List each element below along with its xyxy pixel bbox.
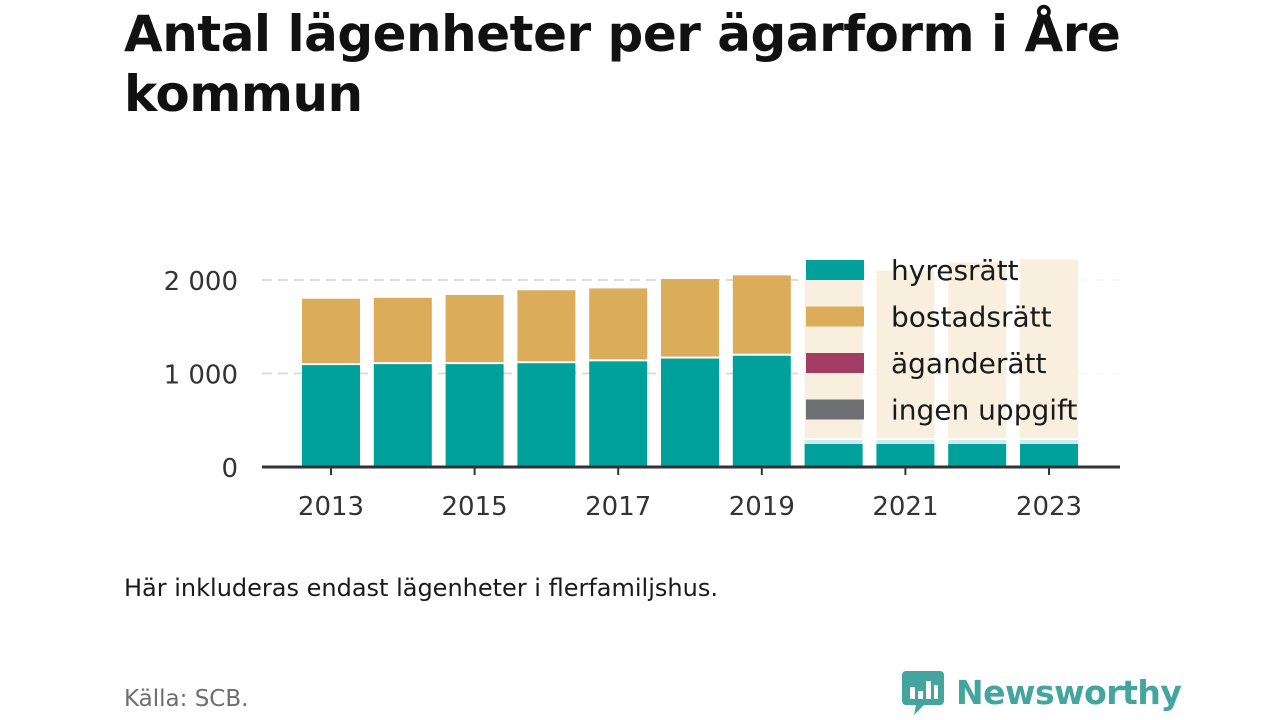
legend-swatch xyxy=(806,353,864,373)
x-tick-label: 2013 xyxy=(298,492,364,522)
bar-segment xyxy=(948,439,1007,467)
legend-swatch xyxy=(806,260,864,280)
x-tick-label: 2021 xyxy=(872,492,938,522)
stacked-bar-chart: 0 1 000 2 000 2013 2015 2017 2019 2021 2023 hyre… xyxy=(164,254,1120,522)
bar-segment xyxy=(445,294,504,363)
bar-segment xyxy=(661,279,719,357)
bar-segment xyxy=(373,297,432,363)
y-tick-label: 0 xyxy=(221,454,238,484)
x-tick-label: 2015 xyxy=(442,492,508,522)
bar-segment xyxy=(1020,439,1078,467)
bar-segment xyxy=(517,363,576,467)
legend-label: hyresrätt xyxy=(891,254,1019,287)
y-tick-label: 1 000 xyxy=(164,361,238,391)
source-text: Källa: SCB. xyxy=(124,686,249,712)
legend-swatch xyxy=(806,399,864,420)
brand-name: Newsworthy xyxy=(956,672,1182,712)
bar-segment xyxy=(876,439,935,467)
x-tick-label: 2019 xyxy=(729,492,795,522)
bar-segment xyxy=(517,290,576,362)
bar-segment xyxy=(373,364,432,467)
legend-label: bostadsrätt xyxy=(891,301,1052,334)
bar-segment xyxy=(302,298,360,364)
chart-title: Antal lägenheter per ägarform i Åre komm… xyxy=(124,5,1121,123)
bar-segment xyxy=(589,361,648,467)
brand-logo: Newsworthy xyxy=(902,668,1182,716)
bar-segment xyxy=(661,358,719,467)
bar-chart-speech-bubble-icon xyxy=(902,671,944,715)
x-tick-label: 2017 xyxy=(585,492,651,522)
chart-note: Här inkluderas endast lägenheter i flerf… xyxy=(124,574,718,602)
x-tick-label: 2023 xyxy=(1016,492,1082,522)
legend-label: ingen uppgift xyxy=(891,394,1077,427)
bar-segment xyxy=(302,365,360,467)
legend-swatch xyxy=(806,306,864,327)
axes: 0 1 000 2 000 2013 2015 2017 2019 2021 2023 xyxy=(164,267,1120,522)
bar-segment xyxy=(732,355,791,467)
bar-segment xyxy=(589,288,648,360)
y-tick-label: 2 000 xyxy=(164,267,238,297)
legend: hyresrätt bostadsrätt äganderätt ingen uppg… xyxy=(798,254,1120,444)
bar-segment xyxy=(445,364,504,467)
bar-segment xyxy=(732,275,791,354)
bar-segment xyxy=(804,439,863,467)
legend-label: äganderätt xyxy=(891,347,1046,380)
